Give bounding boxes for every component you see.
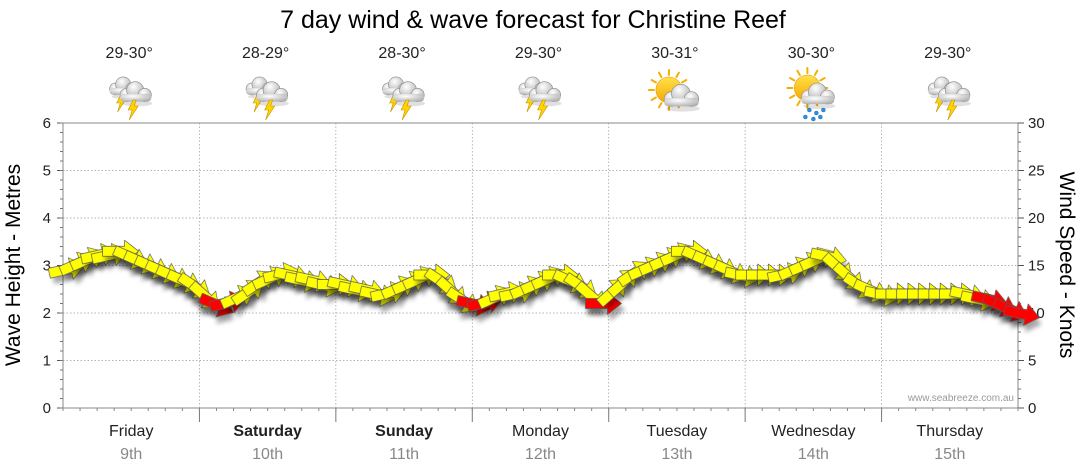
temperature-range: 29-30° [924, 45, 971, 62]
sun-cloud-icon [647, 69, 700, 112]
temperature-range: 30-30° [788, 45, 835, 62]
temperature-range: 28-29° [242, 45, 289, 62]
day-name: Saturday [233, 423, 302, 440]
day-date: 9th [120, 446, 142, 463]
day-date: 12th [525, 446, 556, 463]
right-axis-title: Wind Speed - Knots [1055, 172, 1078, 359]
day-date: 10th [252, 446, 283, 463]
day-name: Monday [512, 423, 569, 440]
temperature-range: 28-30° [378, 45, 425, 62]
right-tick-label: 5 [1028, 353, 1036, 370]
left-axis-title: Wave Height - Metres [2, 164, 25, 366]
grid [63, 123, 1018, 422]
temperature-labels: 29-30° 28-29° 28-30° 29-30° 30-31° 30-30° 29-3… [106, 45, 972, 62]
day-date: 14th [798, 446, 829, 463]
day-date: 11th [389, 446, 419, 463]
left-tick-label: 1 [43, 353, 51, 370]
left-tick-label: 3 [43, 258, 51, 275]
right-tick-label: 15 [1028, 258, 1045, 275]
left-tick-label: 0 [43, 400, 51, 417]
left-tick-label: 5 [43, 163, 51, 180]
day-labels: Friday 9th Saturday 10th Sunday 11th Monday 12t… [109, 423, 983, 463]
temperature-range: 29-30° [106, 45, 153, 62]
right-tick-label: 25 [1028, 163, 1045, 180]
left-tick-label: 4 [43, 210, 51, 227]
day-name: Thursday [916, 423, 983, 440]
day-name: Sunday [375, 423, 433, 440]
right-tick-label: 30 [1028, 115, 1045, 132]
right-tick-label: 0 [1028, 400, 1036, 417]
temperature-range: 29-30° [515, 45, 562, 62]
sun-rain-icon [786, 67, 836, 122]
chart-title: 7 day wind & wave forecast for Christine… [280, 6, 786, 34]
right-tick-label: 20 [1028, 210, 1045, 227]
storm-icon [927, 76, 971, 121]
wind-arrows [47, 239, 1040, 326]
temperature-range: 30-31° [651, 45, 698, 62]
storm-icon [382, 76, 426, 121]
wind-arrow [1002, 303, 1040, 326]
left-tick-label: 2 [43, 305, 51, 322]
storm-icon [518, 76, 562, 121]
storm-icon [109, 76, 153, 121]
axis-ticks: 0123456051015202530 [43, 115, 1045, 417]
day-name: Friday [109, 423, 153, 440]
day-name: Tuesday [647, 423, 708, 440]
day-name: Wednesday [771, 423, 855, 440]
weather-icons [109, 67, 971, 122]
day-date: 13th [661, 446, 692, 463]
watermark: www.seabreeze.com.au [907, 393, 1014, 404]
left-tick-label: 6 [43, 115, 51, 132]
storm-icon [245, 76, 289, 121]
day-date: 15th [934, 446, 965, 463]
